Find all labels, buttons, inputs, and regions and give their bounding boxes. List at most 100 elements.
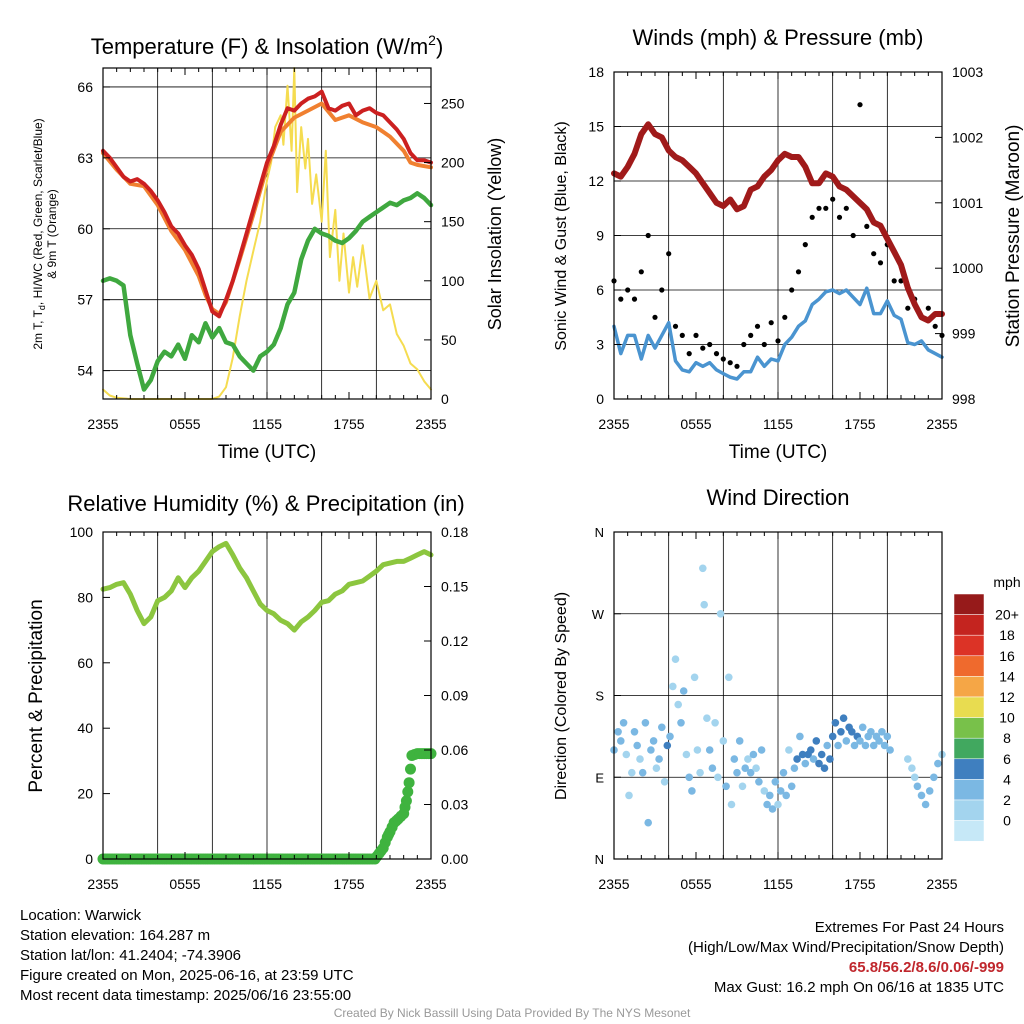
wind-direction-point xyxy=(708,764,717,772)
pressure-ylabel: Station Pressure (Maroon) xyxy=(1003,125,1024,348)
wind-direction-point xyxy=(917,791,926,800)
wind-direction-point xyxy=(725,673,733,682)
temperature-ytick-label: 60 xyxy=(77,221,93,237)
wind-direction-point xyxy=(617,737,625,745)
wind-direction-point xyxy=(826,755,834,763)
wind-direction-point xyxy=(817,750,826,759)
wind-direction-point xyxy=(856,737,864,745)
extremes-subtitle: (High/Low/Max Wind/Precipitation/Snow De… xyxy=(688,939,1004,956)
humidity-ytick-label: 60 xyxy=(77,655,93,671)
wind-direction-point xyxy=(746,768,755,777)
gust-point xyxy=(672,323,679,329)
wind-direction-point xyxy=(674,700,682,709)
speed-legend-swatch xyxy=(953,799,985,821)
gust-point xyxy=(741,341,747,348)
insolation-y2tick-label: 100 xyxy=(441,273,465,289)
temperature-xtick-label: 1155 xyxy=(252,416,282,432)
gust-point xyxy=(666,251,672,257)
gust-point xyxy=(823,205,829,211)
wind-direction-point xyxy=(828,732,837,741)
wind-direction-point xyxy=(649,737,658,745)
gust-point xyxy=(932,323,938,329)
wind-direction-point xyxy=(619,719,628,727)
precip-y2tick-label: 0.06 xyxy=(441,742,468,758)
winds-ytick-label: 6 xyxy=(596,282,604,298)
speed-legend-label: 18 xyxy=(999,627,1015,643)
wind-direction-point xyxy=(690,673,699,682)
wind-direction-point xyxy=(837,728,845,736)
gust-point xyxy=(836,214,843,220)
max-gust: Max Gust: 16.2 mph On 06/16 at 1835 UTC xyxy=(713,979,1004,996)
speed-legend-swatch xyxy=(953,593,985,615)
gust-point xyxy=(877,260,884,266)
gust-point xyxy=(850,232,856,239)
wind-direction-point xyxy=(787,782,796,791)
gust-point xyxy=(864,223,870,229)
pressure-y2tick-label: 998 xyxy=(952,391,976,407)
temperature-panel-title: Temperature (F) & Insolation (W/m2) xyxy=(91,32,444,59)
wind-direction-point xyxy=(660,778,669,786)
temperature-xtick-label: 0555 xyxy=(169,416,200,432)
gust-point xyxy=(925,305,931,311)
wind-direction-point xyxy=(913,782,922,791)
precip-y2tick-label: 0.00 xyxy=(441,851,468,867)
insolation-y2tick-label: 0 xyxy=(441,391,449,407)
gust-point xyxy=(748,332,754,338)
humidity-panel: Relative Humidity (%) & Precipitation (i… xyxy=(26,491,468,892)
gust-point xyxy=(707,341,713,348)
wind-direction-point xyxy=(730,755,739,763)
wind-direction-point xyxy=(785,746,793,754)
wind-direction-point xyxy=(663,741,672,750)
wind-direction-point xyxy=(925,787,934,795)
gust-point xyxy=(761,341,767,348)
wind-direction-point xyxy=(716,610,725,618)
winds-ytick-label: 9 xyxy=(596,228,604,244)
wind-direction-point xyxy=(842,737,851,745)
wind-direction-point xyxy=(749,750,758,759)
wind-direction-point xyxy=(714,773,722,782)
gust-point xyxy=(802,242,808,248)
wind-direction-point xyxy=(633,741,641,750)
temperature-xtick-label: 2355 xyxy=(415,416,446,432)
humidity-ytick-label: 80 xyxy=(77,589,93,605)
temperature-ytick-label: 57 xyxy=(77,292,93,308)
wind-direction-point xyxy=(614,728,622,736)
winds-xtick-label: 2355 xyxy=(598,416,629,432)
wind-direction-point xyxy=(867,728,875,736)
speed-legend-label: 20+ xyxy=(995,607,1019,623)
gust-point xyxy=(789,287,795,293)
most-recent-timestamp: Most recent data timestamp: 2025/06/16 2… xyxy=(20,987,352,1004)
wind-direction-point xyxy=(820,764,829,772)
temperature-panel: Temperature (F) & Insolation (W/m2) 54 57… xyxy=(31,32,505,463)
gust-point xyxy=(871,251,877,257)
wind-direction-point xyxy=(722,782,730,791)
winds-ytick-label: 3 xyxy=(596,337,604,353)
temperature-xtick-label: 1755 xyxy=(333,416,364,432)
wind-direction-point xyxy=(848,728,856,736)
sonic-wind-line xyxy=(612,286,944,381)
insolation-ylabel: Solar Insolation (Yellow) xyxy=(485,138,505,330)
wind-direction-point xyxy=(908,764,916,772)
wind-direction-point xyxy=(768,805,777,813)
wind-direction-point xyxy=(679,687,688,695)
humidity-xtick-label: 1755 xyxy=(333,876,364,892)
humidity-line xyxy=(100,540,434,633)
speed-legend-label: 16 xyxy=(999,648,1015,664)
insolation-y2tick-label: 150 xyxy=(441,214,465,230)
temperature-ytick-label: 54 xyxy=(77,363,93,379)
wind-direction-panel-title: Wind Direction xyxy=(706,485,849,510)
wind-direction-panel: Wind Direction N E S W N 2355 0555 1155 1755 2355… xyxy=(553,485,1021,892)
wind-direction-point xyxy=(652,764,661,772)
wind-direction-ytick-label: E xyxy=(595,770,604,785)
precip-point xyxy=(403,777,415,789)
gust-point xyxy=(768,320,774,326)
wind-direction-point xyxy=(703,714,711,722)
speed-legend-label: 8 xyxy=(1003,730,1011,746)
wind-direction-point xyxy=(671,655,680,663)
extremes-info: Extremes For Past 24 Hours (High/Low/Max… xyxy=(688,918,1004,998)
wind-direction-point xyxy=(752,764,760,772)
gust-point xyxy=(727,360,733,366)
wind-direction-point xyxy=(823,741,831,750)
speed-legend-label: 2 xyxy=(1003,792,1011,808)
